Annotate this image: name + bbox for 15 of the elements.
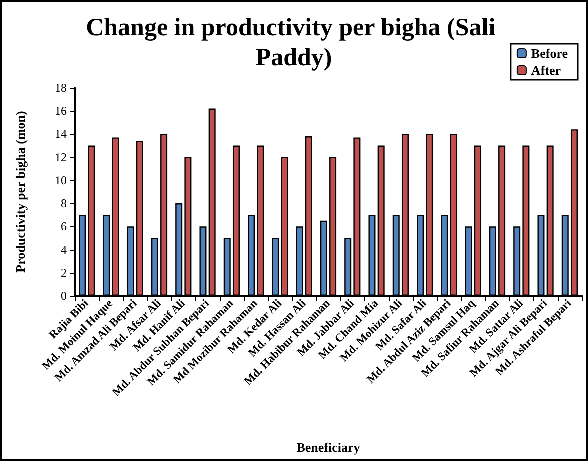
y-axis-title: Productivity per bigha (mon) — [13, 111, 28, 273]
y-tick-label: 4 — [61, 242, 67, 257]
y-tick-label: 14 — [55, 127, 67, 142]
y-tick-label: 18 — [55, 81, 67, 95]
legend-label: Before — [531, 46, 568, 61]
y-tick-label: 16 — [55, 104, 67, 118]
legend-label: After — [531, 63, 562, 78]
y-tick-label: 8 — [61, 196, 67, 211]
y-tick-label: 0 — [61, 289, 67, 303]
chart-title: Change in productivity per bigha (Sali Paddy) — [86, 14, 502, 72]
y-tick-label: 12 — [55, 150, 67, 164]
y-tick-label: 2 — [61, 266, 67, 280]
x-axis-title: Beneficiary — [296, 440, 361, 455]
y-tick-label: 6 — [61, 220, 67, 234]
y-tick-label: 10 — [55, 173, 67, 188]
